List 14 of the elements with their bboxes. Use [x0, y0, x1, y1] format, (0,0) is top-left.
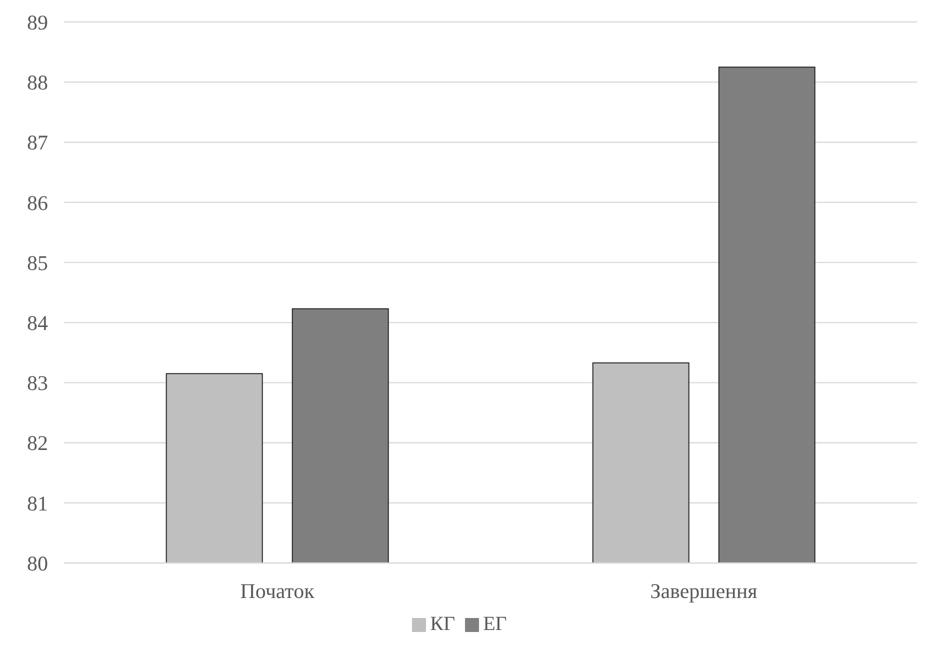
y-tick-label: 85 [27, 250, 48, 275]
legend-label: ЕГ [483, 613, 507, 635]
y-tick-label: 83 [27, 371, 48, 396]
y-tick-label: 88 [27, 70, 48, 95]
y-tick-label: 87 [27, 130, 48, 155]
x-tick-label: Завершення [650, 578, 758, 603]
x-tick-label: Початок [240, 578, 316, 603]
y-tick-label: 89 [27, 10, 48, 34]
y-tick-label: 86 [27, 190, 48, 215]
legend-label: КГ [430, 613, 456, 635]
y-tick-label: 80 [27, 551, 48, 576]
y-tick-label: 82 [27, 431, 48, 456]
y-tick-label: 81 [27, 491, 48, 516]
y-tick-label: 84 [27, 311, 48, 336]
